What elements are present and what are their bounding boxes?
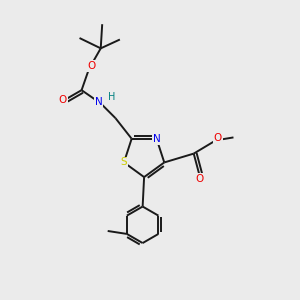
Text: N: N (153, 134, 160, 144)
Text: O: O (196, 174, 204, 184)
Text: O: O (58, 95, 67, 105)
Text: O: O (214, 133, 222, 143)
Text: O: O (87, 61, 95, 71)
Text: S: S (121, 158, 127, 167)
Text: H: H (108, 92, 116, 102)
Text: N: N (94, 97, 102, 107)
